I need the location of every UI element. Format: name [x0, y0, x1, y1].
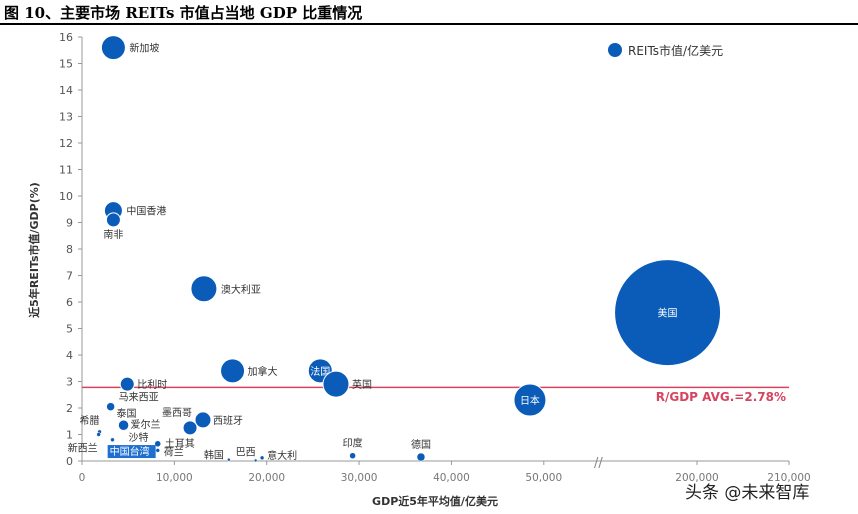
y-tick-label: 16 — [59, 31, 73, 44]
bubble-label: 泰国 — [117, 407, 137, 420]
bubble-label: 爱尔兰 — [131, 418, 161, 431]
bubble-label: 意大利 — [267, 449, 297, 462]
y-tick-label: 9 — [66, 217, 73, 230]
bubble-巴西 — [253, 458, 258, 463]
y-tick-label: 2 — [66, 402, 73, 415]
legend-label: REITs市值/亿美元 — [628, 43, 723, 58]
bubble-label: 南非 — [103, 228, 123, 241]
title-rule — [0, 23, 858, 25]
bubble-label: 墨西哥 — [162, 407, 192, 419]
x-tick-label: 0 — [79, 472, 86, 484]
bubble-荷兰 — [155, 448, 160, 453]
y-tick-label: 15 — [59, 58, 73, 71]
bubble-日本 — [513, 383, 547, 417]
bubble-label: 美国 — [658, 307, 678, 320]
bubble-label: 澳大利亚 — [221, 283, 261, 296]
bubble-新加坡 — [100, 35, 126, 61]
bubble-label: 印度 — [343, 437, 363, 450]
y-tick-label: 14 — [59, 84, 73, 97]
label-highlight — [107, 445, 156, 459]
bubble-印度 — [349, 452, 356, 459]
bubble-加拿大 — [220, 358, 246, 384]
x-tick-label: 40,000 — [433, 472, 470, 484]
x-tick-label: 210,000 — [767, 472, 810, 484]
bubble-label: 韩国 — [204, 449, 224, 462]
bubble-label: 比利时 — [137, 379, 167, 391]
bubble-label: 中国台湾 — [110, 445, 150, 458]
y-tick-label: 7 — [66, 270, 73, 283]
bubble-label: 沙特 — [128, 432, 148, 444]
bubble-label: 荷兰 — [164, 445, 184, 458]
y-tick-label: 11 — [59, 164, 73, 177]
chart-title: 图 10、主要市场 REITs 市值占当地 GDP 比重情况 — [4, 4, 363, 22]
bubble-label: 中国香港 — [126, 205, 166, 218]
x-tick-label: 20,000 — [248, 472, 285, 484]
bubble-label: 加拿大 — [248, 365, 278, 378]
x-tick-label: 10,000 — [156, 472, 193, 484]
y-tick-label: 6 — [66, 296, 73, 309]
y-tick-label: 8 — [66, 243, 73, 256]
y-tick-label: 0 — [66, 455, 73, 468]
y-axis-label: 近5年REITs市值/GDP(%) — [27, 182, 41, 318]
y-tick-label: 13 — [59, 111, 73, 124]
x-tick-label: 200,000 — [675, 472, 718, 484]
bubble-澳大利亚 — [190, 275, 218, 303]
y-tick-label: 12 — [59, 137, 73, 150]
x-tick-label: 30,000 — [341, 472, 378, 484]
bubble-韩国 — [227, 457, 231, 462]
bubble-label: 巴西 — [236, 446, 256, 458]
bubble-德国 — [416, 452, 426, 462]
y-tick-label: 1 — [66, 429, 73, 442]
legend-marker — [608, 43, 622, 57]
bubble-土耳其 — [154, 440, 161, 448]
bubble-墨西哥 — [182, 420, 198, 436]
bubble-label: 英国 — [352, 378, 372, 391]
bubble-沙特 — [110, 437, 115, 443]
bubble-label: 马来西亚 — [119, 392, 159, 404]
bubble-比利时 — [119, 376, 135, 392]
bubble-美国 — [614, 259, 722, 367]
y-tick-label: 5 — [66, 323, 73, 336]
bubble-label: 西班牙 — [213, 415, 243, 427]
bubble-爱尔兰 — [118, 419, 129, 431]
bubble-新西兰 — [96, 432, 101, 437]
bubble-西班牙 — [194, 411, 212, 429]
bubble-label: 法国 — [310, 365, 330, 378]
y-tick-label: 4 — [66, 349, 73, 362]
bubble-label: 土耳其 — [165, 437, 195, 450]
bubble-label: 德国 — [411, 438, 431, 451]
y-tick-label: 10 — [59, 190, 73, 203]
bubble-label: 新西兰 — [68, 442, 98, 455]
average-line-label: R/GDP AVG.=2.78% — [656, 390, 786, 404]
watermark: 头条 @未来智库 — [685, 483, 810, 503]
bubble-马来西亚 — [106, 402, 115, 411]
axis-break-mark: // — [594, 456, 603, 471]
y-tick-label: 3 — [66, 376, 73, 389]
bubble-南非 — [105, 212, 121, 228]
bubble-意大利 — [259, 455, 265, 461]
x-axis-label: GDP近5年平均值/亿美元 — [372, 494, 498, 508]
bubble-label: 新加坡 — [129, 42, 159, 55]
bubble-label: 希腊 — [80, 414, 100, 427]
x-tick-label: 50,000 — [525, 472, 562, 484]
bubble-英国 — [322, 370, 350, 398]
bubble-label: 日本 — [520, 394, 540, 407]
